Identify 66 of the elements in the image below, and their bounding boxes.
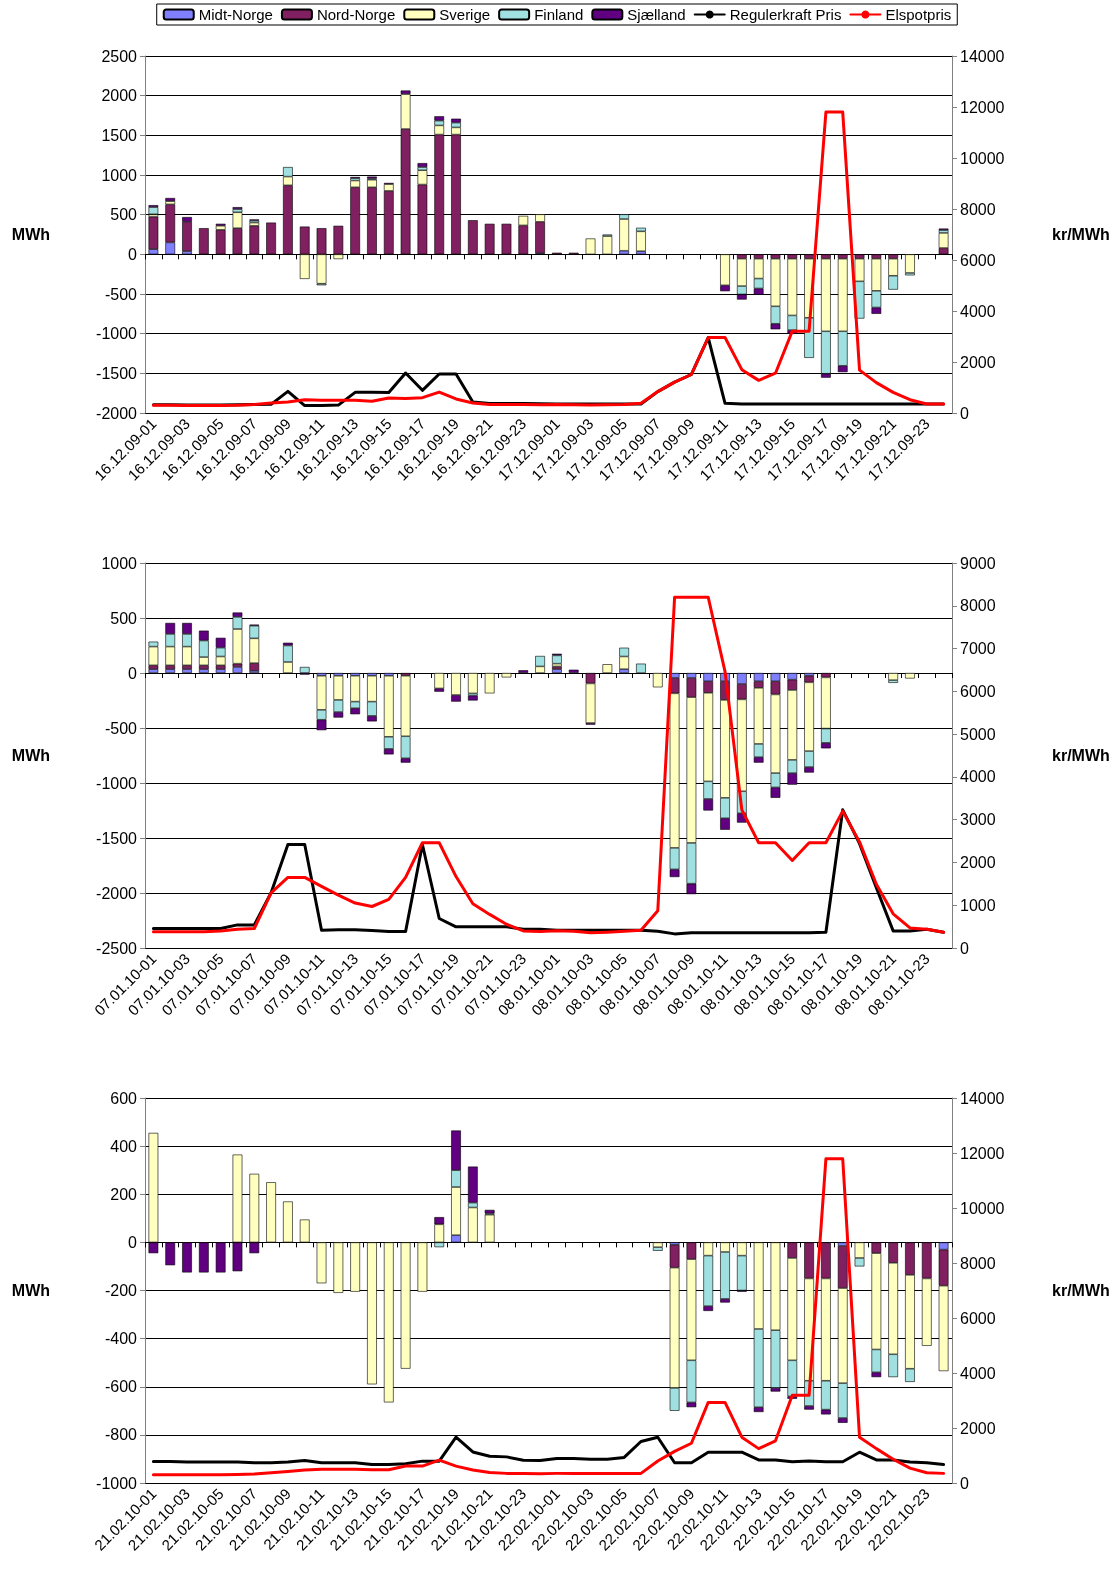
legend-label: Midt-Norge (198, 6, 273, 23)
y2-tick-label: 9000 (960, 554, 996, 572)
y2-tick-label: 2000 (960, 853, 996, 871)
y2-tick-label: 0 (960, 1474, 969, 1492)
y2-tick-label: 7000 (960, 640, 996, 658)
y-tick-label: -2500 (96, 939, 138, 957)
legend-label: Nord-Norge (316, 6, 396, 23)
y2-tick-label: 4000 (960, 1364, 996, 1382)
y2-axis-title: kr/MWh (1052, 747, 1110, 764)
legend-label: Regulerkraft Pris (729, 6, 842, 23)
y-tick-label: -200 (104, 1282, 138, 1299)
y2-tick-label: 14000 (960, 1089, 1005, 1107)
y2-tick-label: 12000 (960, 1144, 1005, 1162)
y-tick-label: 2000 (101, 87, 138, 105)
y-tick-label: 0 (128, 245, 138, 263)
y-tick-label: -500 (104, 285, 138, 303)
y2-axis-title: kr/MWh (1052, 226, 1110, 243)
y2-tick-label: 6000 (960, 1309, 996, 1327)
y-tick-label: -1000 (96, 325, 138, 343)
y2-tick-label: 8000 (960, 597, 996, 615)
y-tick-label: -800 (104, 1426, 138, 1444)
y-axis-title: MWh (11, 226, 50, 243)
y2-tick-label: 0 (960, 939, 969, 957)
y-tick-label: -1500 (96, 829, 138, 847)
y-tick-label: -1000 (96, 1474, 138, 1492)
y2-tick-label: 8000 (960, 1254, 996, 1272)
legend-label: Sverige (439, 6, 491, 23)
y-tick-label: 2500 (101, 47, 138, 65)
y-tick-label: 200 (110, 1185, 138, 1203)
y2-tick-label: 14000 (960, 47, 1005, 65)
y-tick-label: 0 (128, 1233, 138, 1251)
y-tick-label: 600 (110, 1089, 138, 1107)
y-tick-label: 500 (110, 206, 138, 224)
y-tick-label: 1000 (101, 554, 138, 572)
y2-tick-label: 3000 (960, 811, 996, 829)
y-tick-label: -400 (104, 1330, 138, 1348)
y-axis-title: MWh (11, 747, 50, 764)
y-axis-title: MWh (11, 1282, 50, 1299)
y2-tick-label: 4000 (960, 302, 996, 320)
y2-tick-label: 4000 (960, 768, 996, 786)
y2-axis-title: kr/MWh (1052, 1282, 1110, 1299)
legend-label: Elspotpris (885, 6, 952, 23)
y2-tick-label: 5000 (960, 725, 996, 743)
y-tick-label: -2000 (96, 404, 138, 422)
y-tick-label: -500 (104, 719, 138, 737)
y2-tick-label: 2000 (960, 1419, 996, 1437)
y2-tick-label: 10000 (960, 1199, 1005, 1217)
y-tick-label: 0 (128, 664, 138, 682)
y2-tick-label: 10000 (960, 149, 1005, 167)
y-tick-label: -2000 (96, 884, 138, 902)
y-tick-label: 400 (110, 1137, 138, 1155)
legend-label: Finland (534, 6, 584, 23)
y2-tick-label: 1000 (960, 896, 996, 914)
y-tick-label: -1500 (96, 364, 138, 382)
y2-tick-label: 8000 (960, 200, 996, 218)
y-tick-label: 1500 (101, 126, 138, 144)
y2-tick-label: 6000 (960, 251, 996, 269)
y-tick-label: 500 (110, 609, 138, 627)
y-tick-label: -600 (104, 1378, 138, 1396)
y-tick-label: 1000 (101, 166, 138, 184)
legend-label: Sjælland (627, 6, 686, 23)
y2-tick-label: 2000 (960, 353, 996, 371)
y2-tick-label: 12000 (960, 98, 1005, 116)
y2-tick-label: 0 (960, 404, 969, 422)
y2-tick-label: 6000 (960, 682, 996, 700)
y-tick-label: -1000 (96, 774, 138, 792)
